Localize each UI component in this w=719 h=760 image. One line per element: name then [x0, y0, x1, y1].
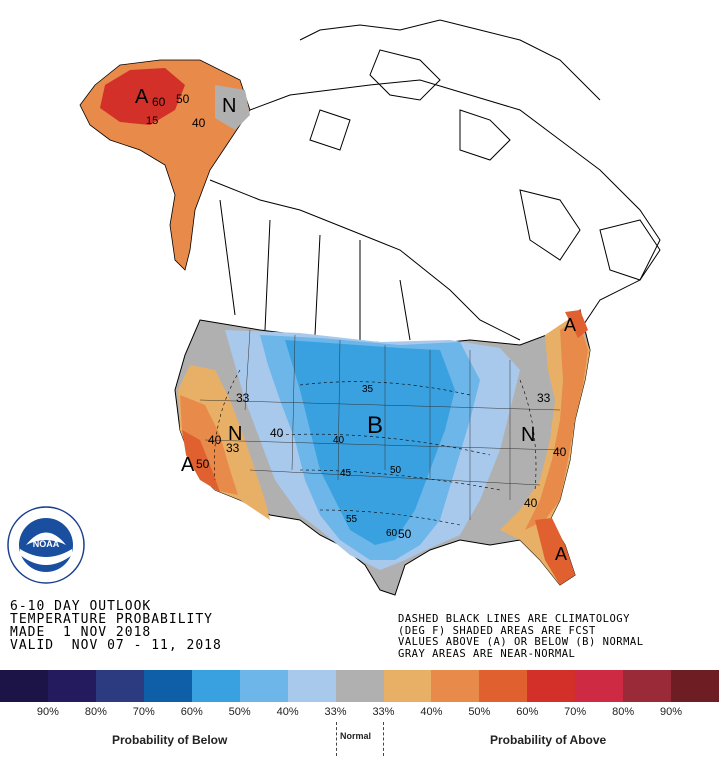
fl-a-label: A [555, 544, 567, 564]
ne-strong [565, 310, 588, 338]
calif-above-region [180, 395, 238, 495]
legend-label-2: 70% [132, 706, 155, 718]
legend-label-1: 80% [84, 706, 107, 718]
east-n-label: N [521, 424, 535, 446]
calif-40-label: 40 [208, 433, 222, 447]
c40-label: 40 [333, 435, 345, 446]
central-b-label: B [367, 412, 383, 439]
legend-swatch-12 [575, 670, 624, 702]
legend-label-3: 60% [180, 706, 203, 718]
legend-label-13: 90% [660, 706, 683, 718]
alaska-strong-region [100, 68, 185, 125]
legend-swatch-6 [287, 670, 336, 702]
c35-label: 35 [362, 384, 374, 395]
legend-swatch-7 [335, 670, 384, 702]
yukon-n-label: N [222, 95, 236, 117]
east-40b-label: 40 [524, 496, 538, 510]
legend-swatch-3 [143, 670, 192, 702]
noaa-logo: NOAA [7, 506, 85, 584]
calif-a-label: A [181, 454, 195, 476]
legend-swatch-4 [191, 670, 240, 702]
alaska-60-label: 60 [152, 95, 166, 109]
normal-divider-left [336, 722, 337, 756]
legend-label-9: 50% [468, 706, 491, 718]
calif-50-label: 50 [196, 457, 210, 471]
normal-caption: Normal [340, 731, 372, 741]
normal-divider-right [383, 722, 384, 756]
above-caption: Probability of Above [490, 733, 607, 747]
legend-swatch-10 [479, 670, 528, 702]
c50b-label: 50 [398, 527, 412, 541]
east-above-50 [525, 318, 588, 530]
outlook-title-block: 6-10 DAY OUTLOOK TEMPERATURE PROBABILITY… [10, 600, 222, 652]
legend-label-11: 70% [564, 706, 587, 718]
legend-swatch-0 [0, 670, 48, 702]
east-33-label: 33 [537, 391, 551, 405]
probability-legend [0, 670, 719, 702]
florida-strong [535, 518, 575, 585]
legend-swatch-9 [431, 670, 480, 702]
legend-label-8: 40% [420, 706, 443, 718]
c45-label: 45 [340, 468, 352, 479]
alaska-gray-region [215, 85, 250, 130]
legend-swatch-14 [671, 670, 719, 702]
east-40-label: 40 [553, 445, 567, 459]
c55-label: 55 [346, 514, 358, 525]
title-line-1: 6-10 DAY OUTLOOK [10, 599, 152, 614]
notes-line-1: DASHED BLACK LINES ARE CLIMATOLOGY [398, 613, 630, 625]
noaa-logo-text: NOAA [33, 539, 60, 549]
nw-40-label: 40 [270, 426, 284, 440]
legend-swatch-1 [47, 670, 96, 702]
legend-label-4: 50% [228, 706, 251, 718]
legend-label-6: 33% [324, 706, 347, 718]
legend-swatch-2 [95, 670, 144, 702]
below-caption: Probability of Below [112, 733, 228, 747]
west-33-label: 33 [236, 391, 250, 405]
outlook-map: A 60 50 40 15 N B N A 50 40 33 33 40 N 3… [79, 19, 661, 596]
legend-label-12: 80% [612, 706, 635, 718]
legend-label-10: 60% [516, 706, 539, 718]
west-33b-label: 33 [226, 441, 240, 455]
legend-label-0: 90% [36, 706, 59, 718]
title-line-3: MADE 1 NOV 2018 [10, 625, 152, 640]
calif-strong-region [182, 430, 220, 492]
below-60-region [285, 340, 455, 545]
legend-swatch-5 [239, 670, 288, 702]
title-line-2: TEMPERATURE PROBABILITY [10, 612, 214, 627]
alaska-40-label: 40 [192, 116, 206, 130]
legend-swatch-11 [527, 670, 576, 702]
notes-line-3: VALUES ABOVE (A) OR BELOW (B) NORMAL [398, 636, 644, 648]
legend-label-7: 33% [372, 706, 395, 718]
map-notes: DASHED BLACK LINES ARE CLIMATOLOGY (DEG … [398, 613, 644, 660]
legend-swatch-13 [623, 670, 672, 702]
notes-line-4: GRAY AREAS ARE NEAR-NORMAL [398, 647, 576, 660]
c60-label: 60 [386, 528, 398, 539]
notes-line-2: (DEG F) SHADED AREAS ARE FCST [398, 624, 596, 637]
legend-swatch-8 [383, 670, 432, 702]
title-line-4: VALID NOV 07 - 11, 2018 [10, 638, 222, 653]
alaska-50-label: 50 [176, 92, 190, 106]
c50-label: 50 [390, 465, 402, 476]
west-n-label: N [228, 423, 242, 445]
legend-label-5: 40% [276, 706, 299, 718]
alaska-a-label: A [135, 86, 149, 108]
ne-a-label: A [564, 315, 576, 335]
alaska-15-label: 15 [146, 115, 158, 127]
